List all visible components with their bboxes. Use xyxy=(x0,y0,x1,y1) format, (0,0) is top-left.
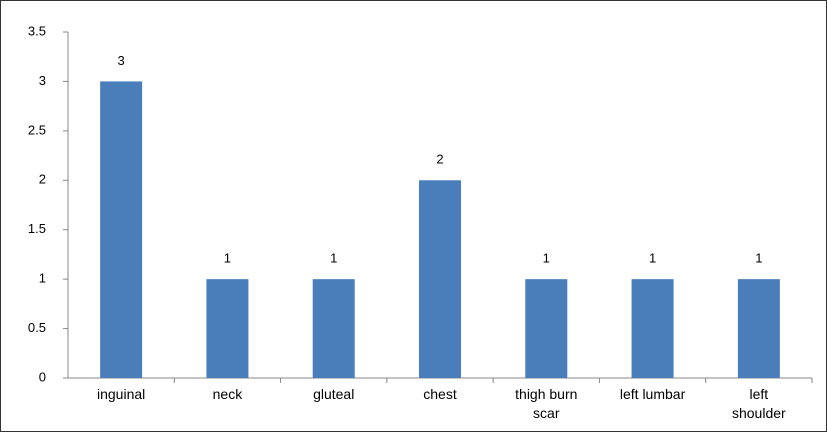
bar xyxy=(737,279,780,378)
bar xyxy=(100,81,143,378)
data-label: 3 xyxy=(118,53,125,68)
x-tick-label: chest xyxy=(423,386,457,402)
bar xyxy=(312,279,355,378)
y-tick-label: 0 xyxy=(39,369,46,384)
data-label: 1 xyxy=(543,251,550,266)
x-tick-label: inguinal xyxy=(97,386,146,402)
y-tick-label: 2.5 xyxy=(28,122,46,137)
x-tick-label: thigh burn scar xyxy=(515,386,578,421)
data-label: 1 xyxy=(330,251,337,266)
bar xyxy=(206,279,249,378)
bar xyxy=(419,180,461,378)
y-tick-label: 1 xyxy=(39,271,46,286)
x-tick-label: left shoulder xyxy=(731,386,786,421)
y-tick-label: 1.5 xyxy=(28,221,46,236)
bar xyxy=(631,279,674,378)
x-tick-label: gluteal xyxy=(313,386,355,402)
x-tick-label: neck xyxy=(212,386,243,402)
y-tick-label: 3 xyxy=(39,73,46,88)
data-label: 2 xyxy=(436,152,443,167)
data-label: 1 xyxy=(224,251,231,266)
x-tick-label: left lumbar xyxy=(619,386,686,402)
y-tick-label: 2 xyxy=(39,172,46,187)
bar xyxy=(525,279,568,378)
y-tick-label: 0.5 xyxy=(28,320,46,335)
data-label: 1 xyxy=(755,251,762,266)
data-label: 1 xyxy=(649,251,656,266)
y-tick-label: 3.5 xyxy=(28,23,46,38)
